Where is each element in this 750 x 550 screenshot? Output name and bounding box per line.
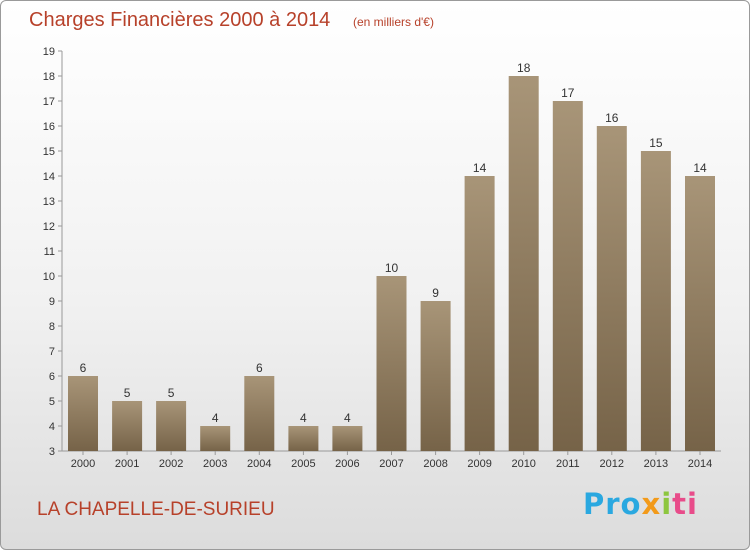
y-tick-label: 17: [43, 96, 55, 108]
data-label: 18: [517, 61, 531, 75]
bar: [112, 401, 143, 451]
y-tick-label: 13: [43, 196, 55, 208]
x-tick-label: 2002: [159, 458, 183, 470]
y-tick-label: 16: [43, 121, 55, 133]
logo-part: x: [641, 487, 662, 521]
x-tick-label: 2008: [423, 458, 447, 470]
data-label: 15: [649, 136, 663, 150]
bar: [685, 176, 715, 451]
x-tick-label: 2010: [511, 458, 535, 470]
data-label: 14: [693, 161, 707, 175]
bar: [640, 151, 671, 451]
chart-title: Charges Financières 2000 à 2014: [29, 9, 331, 31]
y-tick-label: 7: [49, 346, 55, 358]
x-tick-label: 2013: [644, 458, 668, 470]
data-label: 14: [473, 161, 487, 175]
x-tick-label: 2006: [335, 458, 359, 470]
proxiti-logo: Proxiti: [583, 487, 698, 521]
y-tick-label: 11: [44, 246, 55, 258]
x-tick-label: 2014: [688, 458, 712, 470]
bar: [420, 301, 451, 451]
x-tick-label: 2011: [556, 458, 580, 470]
place-name: LA CHAPELLE-DE-SURIEU: [37, 499, 275, 520]
x-tick-label: 2005: [291, 458, 315, 470]
logo-part: i: [661, 487, 673, 521]
data-label: 5: [124, 386, 131, 400]
x-tick-label: 2001: [115, 458, 139, 470]
x-tick-label: 2004: [247, 458, 271, 470]
chart-subtitle: (en milliers d'€): [353, 15, 434, 29]
y-tick-label: 19: [43, 46, 55, 58]
data-label: 9: [432, 286, 439, 300]
x-tick-label: 2007: [379, 458, 403, 470]
bar: [508, 76, 539, 451]
y-tick-label: 6: [49, 371, 55, 383]
x-tick-label: 2012: [600, 458, 624, 470]
bar: [288, 426, 319, 451]
bar: [156, 401, 187, 451]
bar: [68, 376, 98, 451]
bar: [200, 426, 231, 451]
logo-part: ti: [672, 487, 698, 521]
data-label: 6: [80, 361, 87, 375]
bar: [244, 376, 275, 451]
x-tick-label: 2009: [467, 458, 491, 470]
data-label: 4: [212, 411, 219, 425]
bar: [376, 276, 407, 451]
y-tick-label: 4: [49, 421, 55, 433]
y-tick-label: 14: [43, 171, 55, 183]
x-tick-label: 2003: [203, 458, 227, 470]
bar: [596, 126, 627, 451]
bar: [332, 426, 363, 451]
data-label: 5: [168, 386, 175, 400]
logo-part: Pro: [583, 487, 642, 521]
bar: [552, 101, 583, 451]
y-tick-label: 10: [43, 271, 55, 283]
data-label: 10: [385, 261, 399, 275]
data-label: 4: [300, 411, 307, 425]
data-label: 16: [605, 111, 619, 125]
y-tick-label: 8: [49, 321, 55, 333]
y-tick-label: 5: [49, 396, 55, 408]
y-tick-label: 9: [49, 296, 55, 308]
y-tick-label: 18: [43, 71, 55, 83]
data-label: 17: [561, 86, 575, 100]
x-tick-label: 2000: [71, 458, 95, 470]
data-label: 6: [256, 361, 263, 375]
y-tick-label: 15: [43, 146, 55, 158]
y-tick-label: 12: [43, 221, 55, 233]
data-label: 4: [344, 411, 351, 425]
y-tick-label: 3: [49, 446, 55, 458]
bar: [464, 176, 495, 451]
